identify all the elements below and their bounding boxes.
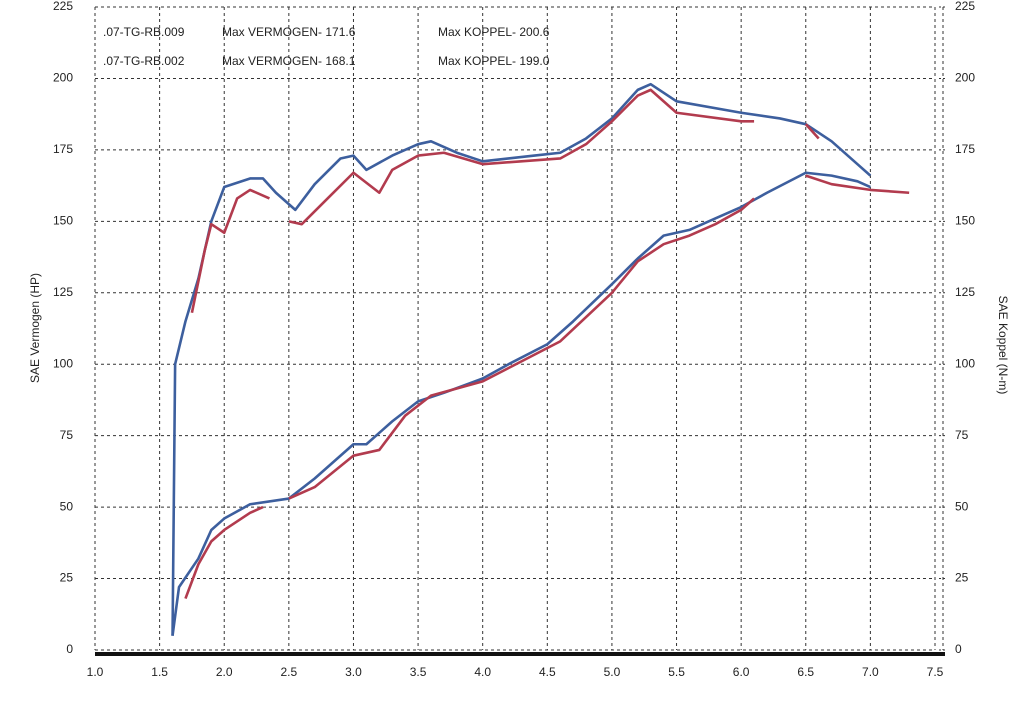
x-tick-label: 5.0 — [604, 665, 621, 679]
y2-tick-label: 175 — [955, 142, 975, 156]
y-tick-label: 200 — [53, 71, 73, 85]
legend-power: Max VERMOGEN- 171.6 — [222, 25, 356, 39]
y2-tick-label: 50 — [955, 499, 969, 513]
y-tick-label: 100 — [53, 356, 73, 370]
y-tick-label: 225 — [53, 0, 73, 13]
x-tick-label: 7.0 — [862, 665, 879, 679]
y2-axis-title: SAE Koppel (N-m) — [996, 296, 1010, 395]
legend-run: .07-TG-RB.002 — [103, 54, 185, 68]
x-tick-label: 3.5 — [410, 665, 427, 679]
series-line — [171, 171, 871, 636]
y2-tick-label: 25 — [955, 571, 969, 585]
x-tick-label: 5.5 — [668, 665, 685, 679]
x-tick-label: 6.5 — [797, 665, 814, 679]
x-tick-label: 4.0 — [474, 665, 491, 679]
y-tick-label: 50 — [60, 499, 74, 513]
y-tick-label: 25 — [60, 571, 74, 585]
y2-tick-label: 225 — [955, 0, 975, 13]
x-tick-label: 3.0 — [345, 665, 362, 679]
y-tick-label: 150 — [53, 214, 73, 228]
legend-torque: Max KOPPEL- 199.0 — [438, 54, 550, 68]
y-tick-label: 125 — [53, 285, 73, 299]
y2-tick-label: 75 — [955, 428, 969, 442]
y2-tick-label: 0 — [955, 642, 962, 656]
y-axis-title: SAE Vermogen (HP) — [28, 273, 42, 383]
y-tick-label: 75 — [60, 428, 74, 442]
x-tick-label: 7.5 — [927, 665, 944, 679]
series-line — [171, 82, 872, 636]
x-tick-label: 2.0 — [216, 665, 233, 679]
y2-tick-label: 100 — [955, 356, 975, 370]
x-tick-label: 1.5 — [151, 665, 168, 679]
y2-tick-label: 125 — [955, 285, 975, 299]
series-line — [190, 88, 820, 314]
legend-torque: Max KOPPEL- 200.6 — [438, 25, 550, 39]
x-tick-label: 2.5 — [281, 665, 298, 679]
x-tick-label: 1.0 — [87, 665, 104, 679]
x-tick-label: 6.0 — [733, 665, 750, 679]
y-tick-label: 0 — [66, 642, 73, 656]
legend-power: Max VERMOGEN- 168.1 — [222, 54, 356, 68]
series-line — [184, 174, 910, 600]
legend-run: .07-TG-RB.009 — [103, 25, 185, 39]
y-tick-label: 175 — [53, 142, 73, 156]
y2-tick-label: 150 — [955, 214, 975, 228]
y2-tick-label: 200 — [955, 71, 975, 85]
x-tick-label: 4.5 — [539, 665, 556, 679]
